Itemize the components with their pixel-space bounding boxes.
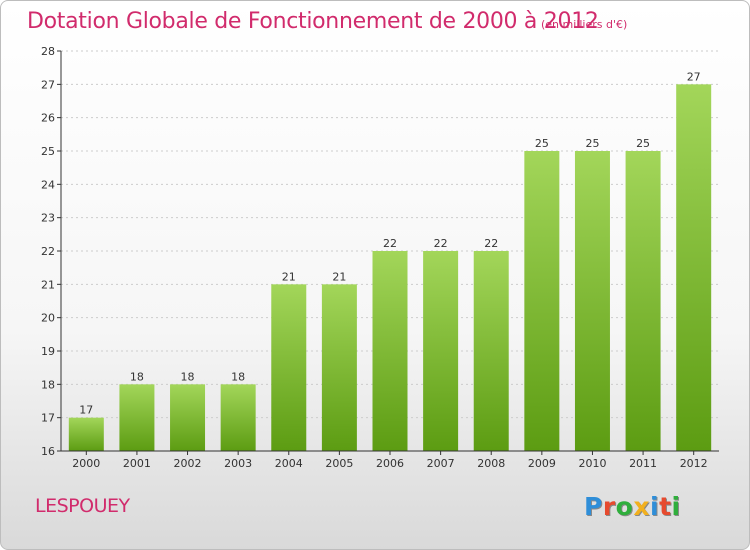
x-tick-label: 2008 [477,457,505,470]
x-tick-label: 2000 [72,457,100,470]
bar-value-label: 18 [181,370,195,383]
bar-value-label: 27 [687,70,701,83]
bar-value-label: 22 [434,237,448,250]
bar [220,384,256,451]
bar [170,384,206,451]
x-tick-label: 2012 [680,457,708,470]
bars [68,84,712,451]
y-tick-label: 21 [41,278,55,291]
bar [372,251,408,451]
proxiti-logo: Proxiti [584,492,681,521]
bar-value-label: 21 [282,270,296,283]
y-tick-label: 26 [41,112,55,125]
logo-letter: i [650,492,660,521]
y-tick-label: 28 [41,45,55,58]
bar-value-label: 22 [484,237,498,250]
bar [68,417,104,451]
logo-letter: P [584,492,603,521]
bar [625,151,661,451]
x-tick-label: 2006 [376,457,404,470]
bar-value-label: 25 [636,137,650,150]
x-tick-label: 2004 [275,457,303,470]
bar-value-label: 25 [535,137,549,150]
chart-title: Dotation Globale de Fonctionnement de 20… [27,9,599,34]
bar [676,84,712,451]
bar-value-label: 22 [383,237,397,250]
y-tick-label: 18 [41,378,55,391]
x-tick-label: 2010 [578,457,606,470]
logo-letter: i [671,492,681,521]
commune-name: LESPOUEY [35,495,130,517]
x-tick-label: 2009 [528,457,556,470]
x-tick-label: 2005 [325,457,353,470]
bar-value-label: 18 [231,370,245,383]
y-tick-label: 24 [41,178,55,191]
x-tick-label: 2007 [427,457,455,470]
y-tick-label: 19 [41,345,55,358]
bar-value-label: 21 [332,270,346,283]
bar [473,251,509,451]
y-tick-label: 16 [41,445,55,458]
x-tick-label: 2002 [174,457,202,470]
bar [423,251,459,451]
axes [57,50,719,455]
bar-value-label: 18 [130,370,144,383]
y-tick-label: 27 [41,78,55,91]
x-tick-label: 2001 [123,457,151,470]
bar [321,284,357,451]
bar [524,151,560,451]
chart-subtitle: (en milliers d'€) [541,18,628,31]
x-tick-label: 2003 [224,457,252,470]
bar-value-label: 25 [585,137,599,150]
logo-letter: x [633,492,650,521]
y-tick-label: 22 [41,245,55,258]
logo-letter: t [659,492,672,521]
y-tick-label: 20 [41,312,55,325]
y-tick-label: 23 [41,212,55,225]
labels: 16 17 18 19 20 21 22 23 24 25 26 27 28 17 2000 18 2001 18… [41,45,708,470]
logo-letter: o [615,492,634,521]
logo-letter: r [602,492,616,521]
bar [119,384,155,451]
bar-value-label: 17 [79,404,93,417]
bar [271,284,307,451]
x-tick-label: 2011 [629,457,657,470]
y-tick-label: 25 [41,145,55,158]
y-tick-label: 17 [41,412,55,425]
bar [574,151,610,451]
